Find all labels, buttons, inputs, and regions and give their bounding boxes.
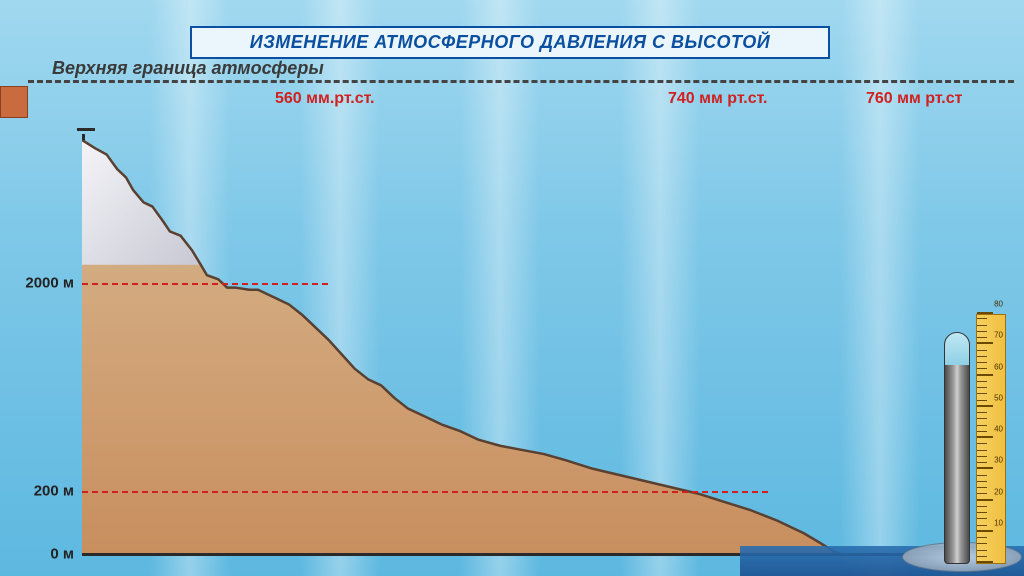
- ruler-tick: [977, 462, 987, 463]
- mercury-barometer: 10 20 30 40 50 60 70 80: [902, 296, 1022, 576]
- ruler-tick: [977, 331, 987, 332]
- ruler-number: 70: [994, 331, 1003, 340]
- ruler-tick: [977, 362, 987, 363]
- ruler-tick: [977, 550, 987, 551]
- ruler-tick: [977, 405, 993, 407]
- ruler-tick: [977, 387, 987, 388]
- pressure-label: 560 мм.рт.ст.: [275, 90, 374, 108]
- ruler-tick: [977, 368, 987, 369]
- ruler-tick: [977, 318, 987, 319]
- ruler-tick: [977, 481, 987, 482]
- ruler-tick: [977, 381, 987, 382]
- barometer-ruler: 1020304050607080: [976, 314, 1006, 564]
- ruler-tick: [977, 425, 987, 426]
- altitude-reference-line: [82, 491, 768, 493]
- ruler-tick: [977, 561, 993, 563]
- barometer-tube-vacuum: [945, 333, 969, 365]
- ruler-tick: [977, 518, 987, 519]
- ruler-tick: [977, 475, 987, 476]
- ruler-number: 20: [994, 487, 1003, 496]
- ruler-tick: [977, 436, 993, 438]
- ruler-tick: [977, 312, 993, 314]
- ruler-tick: [977, 412, 987, 413]
- ruler-tick: [977, 374, 993, 376]
- barometer-tube: [944, 332, 970, 564]
- ruler-tick: [977, 506, 987, 507]
- ruler-tick: [977, 543, 987, 544]
- ruler-tick: [977, 443, 987, 444]
- ruler-number: 60: [994, 362, 1003, 371]
- upper-boundary-line: [28, 80, 1014, 83]
- ruler-tick: [977, 556, 987, 557]
- ruler-tick: [977, 456, 987, 457]
- pressure-label: 760 мм рт.ст: [866, 90, 962, 108]
- ruler-tick: [977, 525, 987, 526]
- ruler-tick: [977, 431, 987, 432]
- ruler-number: 40: [994, 425, 1003, 434]
- ruler-tick: [977, 393, 987, 394]
- y-axis-label: 2000 м: [25, 274, 74, 291]
- ruler-tick: [977, 350, 987, 351]
- mountain-profile: [82, 140, 962, 556]
- ruler-number: 80: [994, 300, 1003, 309]
- y-axis-top-tick: [77, 128, 95, 131]
- ruler-tick: [977, 400, 987, 401]
- ruler-tick: [977, 342, 993, 344]
- ruler-tick: [977, 356, 987, 357]
- ruler-tick: [977, 512, 987, 513]
- page-title: ИЗМЕНЕНИЕ АТМОСФЕРНОГО ДАВЛЕНИЯ С ВЫСОТО…: [190, 26, 830, 59]
- ruler-tick: [977, 530, 993, 532]
- ruler-tick: [977, 487, 987, 488]
- y-axis-label: 200 м: [34, 483, 74, 500]
- ruler-tick: [977, 493, 987, 494]
- pressure-label: 740 мм рт.ст.: [668, 90, 767, 108]
- y-axis-label: 0 м: [50, 545, 74, 562]
- left-accent-bar: [0, 86, 28, 118]
- ruler-tick: [977, 537, 987, 538]
- ruler-tick: [977, 325, 987, 326]
- ruler-number: 30: [994, 456, 1003, 465]
- altitude-pressure-chart: 2000 м200 м0 м: [82, 140, 962, 556]
- ruler-tick: [977, 337, 987, 338]
- ruler-number: 50: [994, 393, 1003, 402]
- ruler-tick: [977, 418, 987, 419]
- altitude-reference-line: [82, 283, 328, 285]
- ruler-tick: [977, 499, 993, 501]
- ruler-number: 10: [994, 518, 1003, 527]
- ruler-tick: [977, 467, 993, 469]
- ruler-tick: [977, 450, 987, 451]
- subtitle-upper-boundary: Верхняя граница атмосферы: [52, 58, 324, 79]
